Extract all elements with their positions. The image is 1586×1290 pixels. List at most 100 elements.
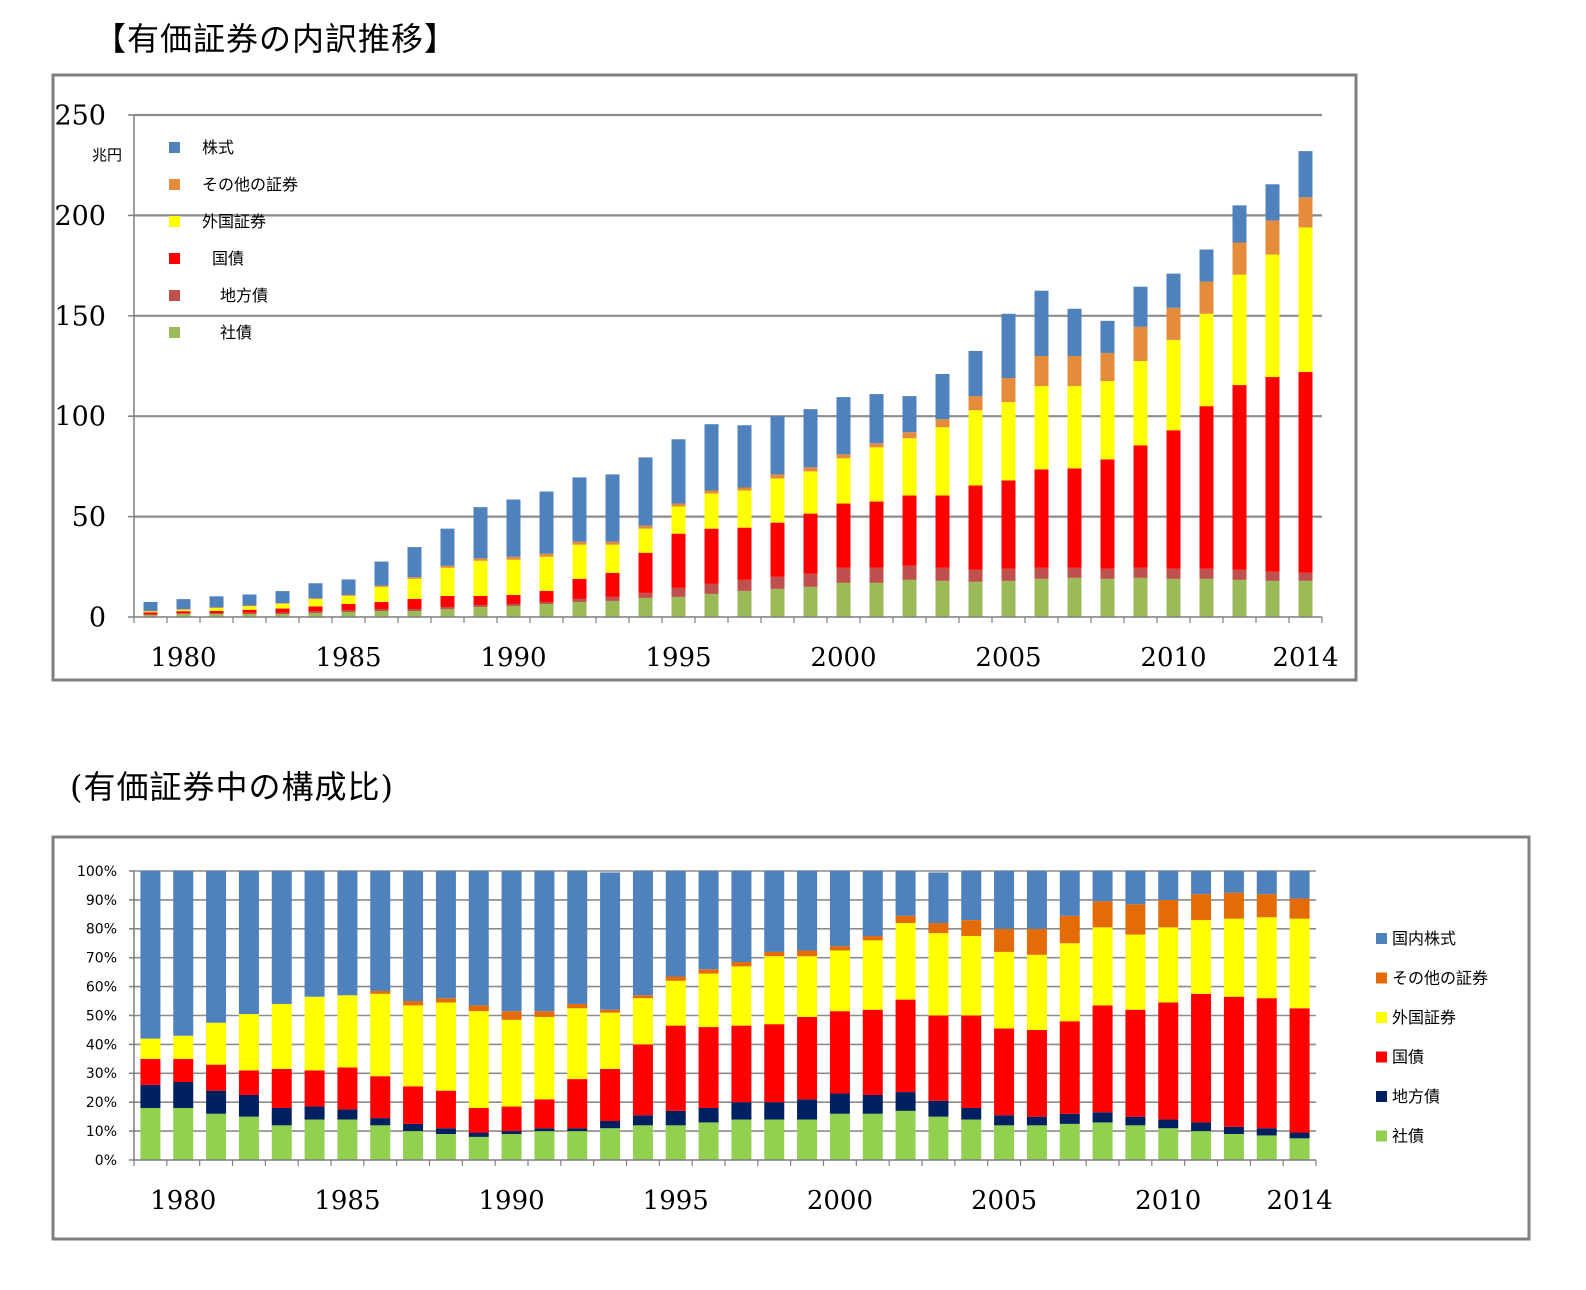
chart2-bar-segment — [370, 993, 391, 1077]
chart1-bar-segment — [803, 586, 818, 617]
chart1-bar-segment — [770, 416, 785, 475]
chart2-bar-segment — [928, 872, 949, 924]
chart1-bar-segment — [209, 610, 224, 613]
chart1-unit-label: 兆円 — [92, 146, 122, 164]
chart2-bar-segment — [600, 1009, 621, 1013]
chart1-legend-swatch — [169, 290, 180, 301]
chart1-bar-segment — [836, 582, 851, 617]
chart2-bar-segment — [271, 871, 292, 1004]
chart2-x-tick-label: 2010 — [1135, 1186, 1201, 1216]
chart2-bar-segment — [501, 1133, 522, 1160]
chart1-x-tick-label: 1995 — [645, 643, 711, 673]
chart1-bar-segment — [407, 598, 422, 609]
chart1-bar-segment — [671, 596, 686, 617]
chart2-bar-segment — [370, 1125, 391, 1160]
chart2-legend-label: 社債 — [1392, 1127, 1424, 1146]
chart1-bar-segment — [308, 599, 323, 607]
chart1-bar-segment — [968, 485, 983, 570]
chart2-bar-segment — [501, 1019, 522, 1107]
chart1-bar-segment — [1100, 578, 1115, 617]
chart1-bar-segment — [935, 374, 950, 420]
chart2-bar-segment — [304, 1070, 325, 1107]
chart2-bar-segment — [337, 995, 358, 1068]
chart2-bar-segment — [1223, 996, 1244, 1127]
chart2-bar-segment — [206, 1022, 227, 1065]
chart2-bar-segment — [1289, 918, 1310, 1009]
chart1-legend-label: 国債 — [212, 249, 244, 268]
chart2-bar-segment — [173, 1107, 194, 1160]
chart2-bar-segment — [1158, 927, 1179, 1003]
chart2-bar-segment — [797, 871, 818, 951]
chart1-bar-segment — [1199, 578, 1214, 617]
chart2-bar-segment — [567, 1003, 588, 1009]
chart2-bar-segment — [895, 871, 916, 916]
chart1-bar-segment — [1133, 577, 1148, 617]
chart2-bar-segment — [928, 923, 949, 934]
chart1-bar-segment — [242, 605, 257, 607]
chart2-legend-swatch — [1376, 1051, 1387, 1063]
chart2-bar-segment — [764, 1102, 785, 1120]
chart2-bar-segment — [829, 871, 850, 947]
chart1-bar-segment — [1265, 580, 1280, 617]
chart2-bar-segment — [632, 1115, 653, 1126]
chart1-bar-segment — [1232, 569, 1247, 580]
chart1-bar-segment — [737, 527, 752, 580]
chart1-bar-segment — [737, 579, 752, 591]
chart2-bar-segment — [731, 966, 752, 1026]
chart1-bar-segment — [506, 605, 521, 617]
chart2-bar-segment — [271, 1107, 292, 1126]
chart2-bar-segment — [862, 1009, 883, 1095]
chart2-bar-segment — [337, 1119, 358, 1160]
chart2-x-tick-label: 1990 — [478, 1186, 544, 1216]
chart2-bar-segment — [797, 1119, 818, 1160]
chart1-bar-segment — [1034, 469, 1049, 568]
chart2-bar-segment — [534, 1131, 555, 1160]
chart2-bar-segment — [994, 1115, 1015, 1126]
chart1-bar-segment — [275, 591, 290, 604]
chart1-legend-label: 株式 — [202, 138, 234, 157]
chart2-bar-segment — [370, 1076, 391, 1119]
chart2-bar-segment — [961, 1107, 982, 1120]
chart1-bar-segment — [308, 606, 323, 612]
chart1-bar-segment — [473, 595, 488, 605]
chart1-bar-segment — [704, 528, 719, 584]
chart2-bar-segment — [403, 1131, 424, 1160]
chart1-bar-segment — [671, 506, 686, 534]
chart1-bar-segment — [704, 493, 719, 529]
chart1-bar-segment — [539, 590, 554, 602]
chart2-bar-segment — [1256, 871, 1277, 895]
chart2-legend-label: 国債 — [1392, 1048, 1424, 1067]
chart1-bar-segment — [143, 612, 158, 615]
chart2-bar-segment — [1125, 1116, 1146, 1126]
chart2-bar-segment — [731, 1025, 752, 1103]
chart2-bar-segment — [961, 1015, 982, 1108]
chart1-bar-segment — [605, 572, 620, 597]
chart1-bar-segment — [506, 499, 521, 557]
chart2-bar-segment — [928, 933, 949, 1016]
chart2-bar-segment — [1059, 915, 1080, 944]
chart2-bar-segment — [1223, 892, 1244, 919]
chart2-y-tick-label: 90% — [86, 893, 117, 909]
chart2-bar-segment — [961, 1119, 982, 1160]
chart1-bar-segment — [1100, 459, 1115, 569]
chart1-bar-segment — [473, 604, 488, 607]
chart1-bar-segment — [671, 503, 686, 507]
chart1-bar-segment — [374, 585, 389, 587]
chart2-bar-segment — [1026, 1029, 1047, 1117]
chart2-bar-segment — [797, 956, 818, 1017]
chart2-bar-segment — [961, 936, 982, 1016]
chart1-bar-segment — [1265, 571, 1280, 581]
chart1-bar-segment — [440, 567, 455, 596]
chart2-bar-segment — [731, 871, 752, 963]
chart2-bar-segment — [370, 1118, 391, 1126]
chart1-bar-segment — [968, 350, 983, 397]
chart1-bar-segment — [176, 613, 191, 614]
chart1-bar-segment — [935, 495, 950, 568]
chart1-bar-segment — [242, 612, 257, 614]
chart2-bar-segment — [1191, 871, 1212, 895]
chart1-bar-segment — [176, 599, 191, 610]
chart1-bar-segment — [671, 587, 686, 597]
chart2-bar-segment — [304, 1106, 325, 1120]
chart1-bar-segment — [1298, 372, 1313, 573]
chart1-bar-segment — [1034, 386, 1049, 470]
